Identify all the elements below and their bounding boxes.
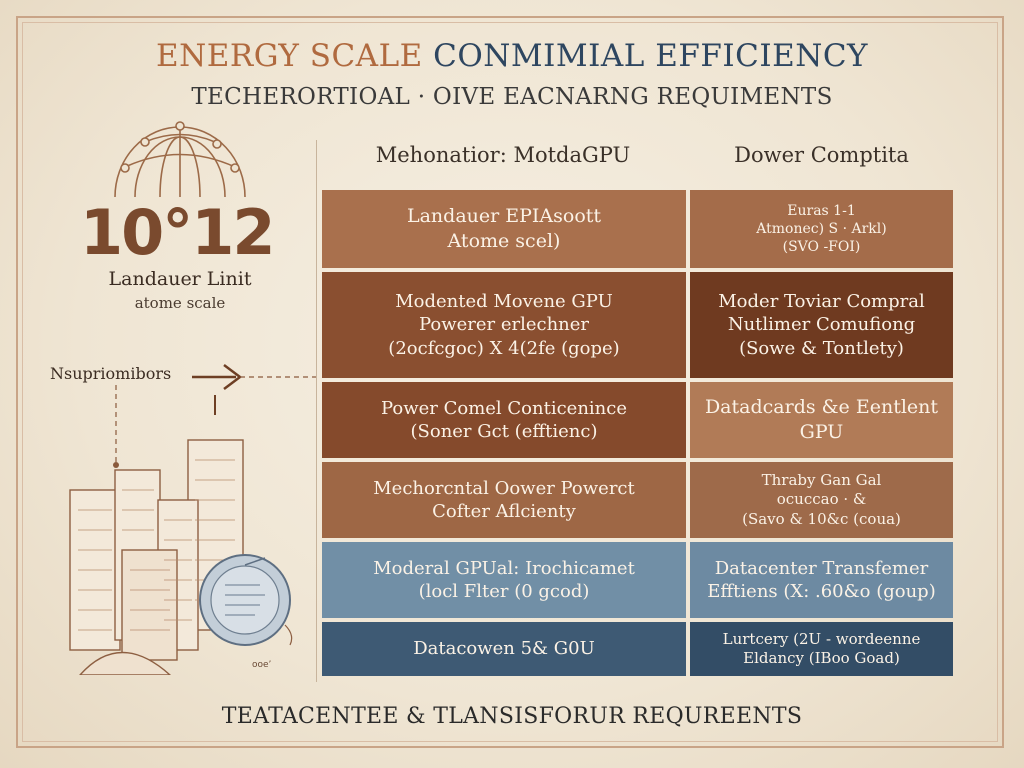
cell-line: (Sowe & Tontlety) [739,337,904,359]
cell-line: Atome scel) [447,230,561,252]
outer-frame [16,16,1004,748]
cell-line: Power Comel Conticenince [380,397,627,419]
cell-line: Powerer erlechner [418,314,590,336]
table-cell-row4-right: Thraby Gan Gal ocuccao · & (Savo & 10&c (c… [690,462,953,538]
title-part-2: CONMIMIAL EFFICIENCY [433,38,869,74]
cell-line: Eldancy (IBoo Goad) [743,649,900,667]
column-header-right: Dower Comptita [734,143,909,167]
column-header-left: Mehonatior: MotdaGPU [375,143,631,167]
table-cell-row3-left: Power Comel Conticenince (Soner Gct (efft… [322,382,686,458]
inner-frame [22,22,998,742]
cell-line: Mechorcntal Oower Powerct [373,477,635,499]
cell-line: (2ocfcgoc) X 4(2fe (gope) [388,337,620,359]
title-part-1: ENERGY SCALE [155,38,423,74]
table-cell-row5-left: Moderal GPUal: Irochicamet (locl Flter (0… [322,542,686,618]
cell-line: Thraby Gan Gal [761,470,882,489]
energy-scale-number: 10°12 [80,196,276,269]
column-divider [316,140,317,682]
arrow-icon [113,364,318,468]
table-cell-row6-right: Lurtcery (2U - wordeenne Eldancy (IBoo Go… [690,622,953,676]
cell-line: Datadcards &e Eentlent [704,396,939,419]
landauer-limit-label: Landauer Linit [108,268,252,290]
page-subtitle: TECHERORTIOAL · OIVE EACNARNG REQUIMENTS [191,84,833,110]
city-buildings-icon: ooe’ [69,439,293,675]
cell-line: Modented Movene GPU [395,290,613,312]
globe-icon [114,121,246,198]
cell-line: Moder Toviar Compral [718,290,925,312]
building-caption: ooe’ [252,660,272,670]
table-cell-row2-left: Modented Movene GPU Powerer erlechner (2oc… [322,272,686,378]
cell-line: Cofter Aflcienty [432,501,576,522]
cell-line: Datacowen 5& G0U [413,638,595,660]
cell-line: ocuccao · & [776,490,867,509]
arrow-label: Nsupriomibors [50,364,172,383]
table-cell-row4-left: Mechorcntal Oower Powerct Cofter Aflcient… [322,462,686,538]
cell-line: Moderal GPUal: Irochicamet [373,557,635,579]
footer-caption: TEATACENTEE & TLANSISFORUR REQUREENTS [221,704,803,729]
table-cell-row1-left: Landauer EPIAsoott Atome scel) [322,190,686,268]
cell-line: (Soner Gct (efftienc) [410,421,598,442]
cell-line: Euras 1-1 [787,202,856,219]
table-cell-row6-left: Datacowen 5& G0U [322,622,686,676]
table-cell-row5-right: Datacenter Transfemer Efftiens (X: .60&o … [690,542,953,618]
table-cell-row1-right: Euras 1-1 Atmonec) S · Arkl) (SVO -FOI) [690,190,953,268]
cell-line: Datacenter Transfemer [714,557,929,579]
cell-line: Nutlimer Comufiong [727,314,916,336]
cell-line: (SVO -FOI) [782,239,861,256]
page-title: ENERGY SCALE CONMIMIAL EFFICIENCY [0,38,1024,74]
atomic-scale-label: atome scale [134,294,226,312]
table-cell-row3-right: Datadcards &e Eentlent GPU [690,382,953,458]
cell-line: Lurtcery (2U - wordeenne [722,629,921,648]
cell-line: Landauer EPIAsoott [406,205,602,228]
cell-line: Atmonec) S · Arkl) [756,220,887,237]
table-cell-row2-right: Moder Toviar Compral Nutlimer Comufiong (S… [690,272,953,378]
cell-line: Efftiens (X: .60&o (goup) [707,581,936,602]
cell-line: (Savo & 10&c (coua) [742,509,901,528]
cell-line: (locl Flter (0 gcod) [418,581,590,602]
cell-line: GPU [799,421,844,443]
